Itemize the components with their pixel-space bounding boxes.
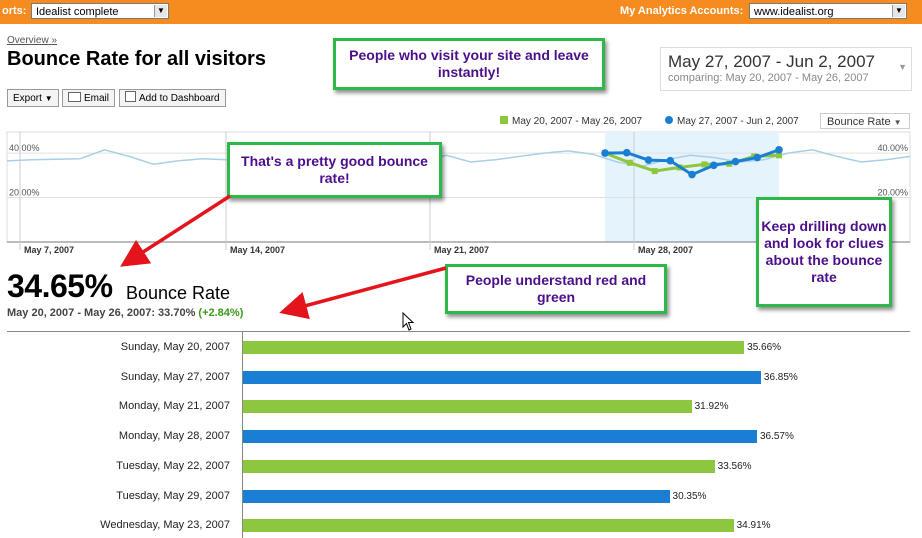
row-label: Tuesday, May 22, 2007 [116, 459, 230, 472]
top-bar: orts: Idealist complete ▼ My Analytics A… [0, 0, 922, 24]
blue-series-point [753, 153, 762, 162]
y-tick-right: 40.00% [877, 143, 908, 153]
x-tick-label: May 28, 2007 [638, 245, 693, 255]
profile-select[interactable]: Idealist complete ▼ [31, 3, 169, 19]
row-label: Sunday, May 27, 2007 [120, 370, 230, 383]
blue-dot-icon [665, 116, 673, 124]
green-series-point [626, 159, 633, 166]
row-bar [243, 430, 757, 444]
y-tick-right: 20.00% [877, 188, 908, 198]
blue-series-point [775, 145, 783, 154]
legend-green-label: May 20, 2007 - May 26, 2007 [512, 116, 643, 127]
blue-series-point [666, 156, 675, 165]
legend-blue: May 27, 2007 - Jun 2, 2007 [665, 116, 799, 127]
breadcrumb-overview[interactable]: Overview [7, 35, 49, 46]
note-red-and-green: People understand red and green [445, 264, 667, 314]
green-series-point [776, 152, 782, 159]
row-value: 33.56% [717, 460, 752, 472]
note-good-bounce-rate: That's a pretty good bounce rate! [227, 142, 442, 198]
blue-series-point [622, 148, 631, 157]
page-title: Bounce Rate for all visitors [7, 48, 266, 70]
email-label: Email [84, 93, 110, 104]
bounce-rate-value: 34.65% [7, 268, 113, 304]
blue-series-point [644, 156, 653, 164]
row-label: Monday, May 28, 2007 [118, 430, 230, 443]
row-bar [243, 519, 734, 533]
legend-green: May 20, 2007 - May 26, 2007 [500, 116, 642, 127]
chevron-down-icon: ▼ [44, 94, 53, 103]
breadcrumb[interactable]: Overview » [7, 35, 57, 46]
row-label: Sunday, May 20, 2007 [120, 341, 230, 353]
table-divider [7, 331, 910, 332]
breadcrumb-separator: » [51, 35, 58, 46]
legend-blue-label: May 27, 2007 - Jun 2, 2007 [677, 116, 799, 127]
row-label: Wednesday, May 23, 2007 [100, 519, 230, 532]
bar-axis [242, 331, 243, 538]
export-button[interactable]: Export ▼ [7, 89, 59, 107]
blue-series-point [731, 157, 740, 166]
account-select-value: www.idealist.org [754, 6, 834, 18]
row-value: 31.92% [694, 401, 729, 413]
chevron-down-icon: ▼ [893, 118, 902, 127]
green-series-point [651, 168, 658, 175]
row-label: Tuesday, May 29, 2007 [116, 489, 230, 502]
row-bar [243, 341, 745, 354]
row-value: 36.57% [759, 431, 794, 443]
profile-select-value: Idealist complete [36, 6, 119, 18]
y-tick-left: 20.00% [9, 188, 40, 198]
date-range-picker[interactable]: May 27, 2007 - Jun 2, 2007 comparing: Ma… [660, 47, 912, 91]
accounts-label: My Analytics Accounts: [620, 5, 744, 17]
note-visit-and-leave: People who visit your site and leave ins… [333, 38, 605, 90]
y-tick-left: 40.00% [9, 143, 40, 153]
row-bar [243, 400, 692, 414]
row-bar [243, 459, 715, 473]
date-range-comparing: comparing: May 20, 2007 - May 26, 2007 [668, 72, 869, 84]
email-button[interactable]: Email [62, 89, 116, 107]
add-to-dashboard-button[interactable]: Add to Dashboard [119, 89, 226, 107]
row-value: 35.66% [747, 342, 782, 353]
date-range-main: May 27, 2007 - Jun 2, 2007 [668, 52, 875, 71]
row-label: Monday, May 21, 2007 [118, 400, 230, 413]
row-value: 30.35% [672, 490, 707, 502]
export-label: Export [13, 93, 42, 104]
envelope-icon [68, 92, 81, 102]
comparison-text: May 20, 2007 - May 26, 2007: 33.70% (+2.… [7, 307, 243, 319]
comparison-highlight [605, 132, 779, 242]
blue-series-point [709, 161, 718, 170]
blue-series-point [601, 149, 609, 157]
chevron-down-icon: ▼ [898, 62, 907, 72]
row-value: 34.91% [736, 520, 771, 532]
mouse-cursor-icon [402, 312, 415, 331]
row-bar [243, 370, 761, 384]
dashboard-label: Add to Dashboard [139, 93, 220, 104]
blue-series-point [688, 170, 696, 179]
row-bar [243, 489, 670, 503]
comparison-delta: (+2.84%) [198, 307, 244, 319]
dashboard-icon [125, 91, 136, 102]
metric-select-value: Bounce Rate [827, 116, 891, 128]
note-keep-drilling: Keep drilling down and look for clues ab… [756, 197, 892, 307]
comparison-value: May 20, 2007 - May 26, 2007: 33.70% [7, 307, 196, 319]
green-series-point [701, 161, 708, 168]
reports-label: orts: [2, 5, 27, 17]
x-tick-label: May 7, 2007 [24, 245, 74, 255]
row-value: 36.85% [763, 371, 798, 383]
chevron-down-icon: ▼ [892, 5, 905, 17]
arrow-to-delta [279, 266, 447, 320]
metric-select[interactable]: Bounce Rate ▼ [820, 113, 910, 129]
x-tick-label: May 14, 2007 [230, 245, 285, 255]
x-tick-label: May 21, 2007 [434, 245, 489, 255]
chevron-down-icon: ▼ [154, 5, 167, 17]
account-select[interactable]: www.idealist.org ▼ [749, 3, 907, 19]
bounce-rate-label: Bounce Rate [126, 283, 231, 303]
green-square-icon [500, 116, 508, 124]
